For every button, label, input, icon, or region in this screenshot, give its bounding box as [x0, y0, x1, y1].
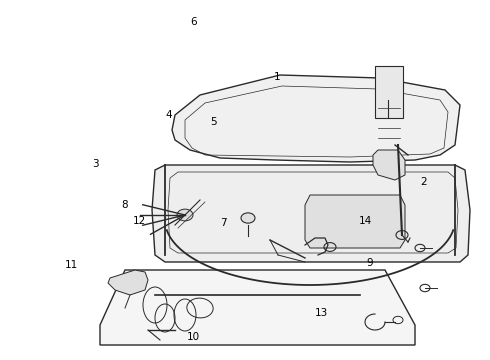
Polygon shape — [152, 165, 470, 262]
Text: 5: 5 — [210, 117, 217, 127]
Circle shape — [241, 213, 255, 223]
Text: 7: 7 — [220, 218, 226, 228]
FancyBboxPatch shape — [375, 66, 403, 118]
Polygon shape — [172, 75, 460, 162]
Text: 8: 8 — [122, 200, 128, 210]
Text: 12: 12 — [133, 216, 147, 226]
Polygon shape — [108, 270, 148, 295]
Polygon shape — [373, 150, 405, 180]
Text: 10: 10 — [187, 332, 200, 342]
Circle shape — [177, 209, 193, 221]
Text: 13: 13 — [314, 308, 328, 318]
Text: 1: 1 — [273, 72, 280, 82]
Text: 4: 4 — [166, 110, 172, 120]
Text: 14: 14 — [358, 216, 372, 226]
Text: 3: 3 — [92, 159, 99, 169]
Polygon shape — [305, 195, 405, 248]
Polygon shape — [100, 270, 415, 345]
Text: 6: 6 — [190, 17, 197, 27]
Text: 2: 2 — [420, 177, 427, 187]
Text: 9: 9 — [367, 258, 373, 268]
Text: 11: 11 — [64, 260, 78, 270]
